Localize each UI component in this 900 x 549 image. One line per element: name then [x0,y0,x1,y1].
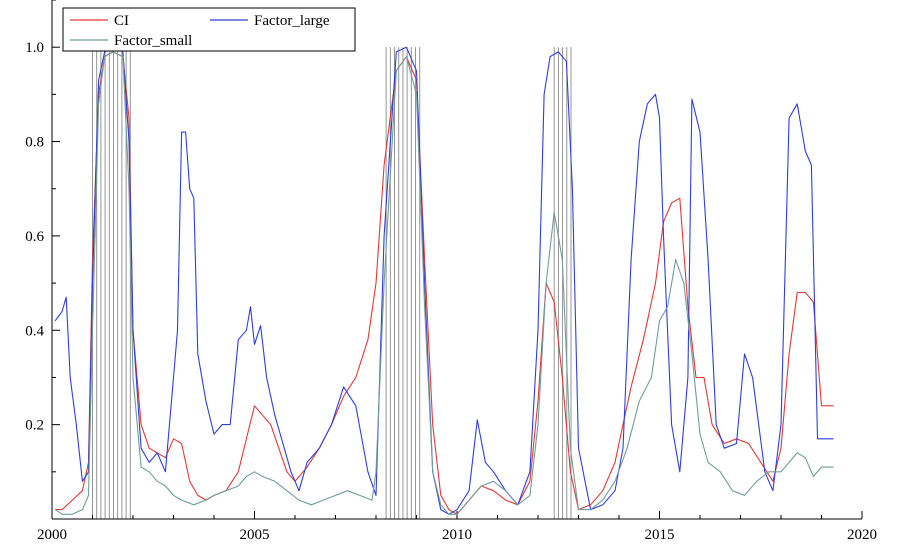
legend-label-factor-small: Factor_small [114,33,192,49]
series-line-factor-large [54,46,834,515]
y-tick-label: 1.0 [25,40,44,56]
legend-label-factor-large: Factor_large [254,13,330,29]
shaded-period-1 [385,47,421,519]
x-tick-label: 2015 [645,527,675,543]
x-tick-label: 2000 [37,527,67,543]
x-tick-label: 2020 [847,527,877,543]
legend-box [62,7,356,52]
x-tick-label: 2005 [240,527,270,543]
series-line-factor-small [54,51,834,515]
series-line-ci [55,51,834,515]
shaded-period-2 [553,47,572,519]
y-tick-label: 0.6 [25,229,44,245]
y-tick-label: 0.4 [25,323,44,339]
y-tick-label: 0.2 [25,418,44,434]
legend-label-ci: CI [114,13,129,29]
x-tick-label: 2010 [442,527,472,543]
y-tick-label: 0.8 [25,135,44,151]
